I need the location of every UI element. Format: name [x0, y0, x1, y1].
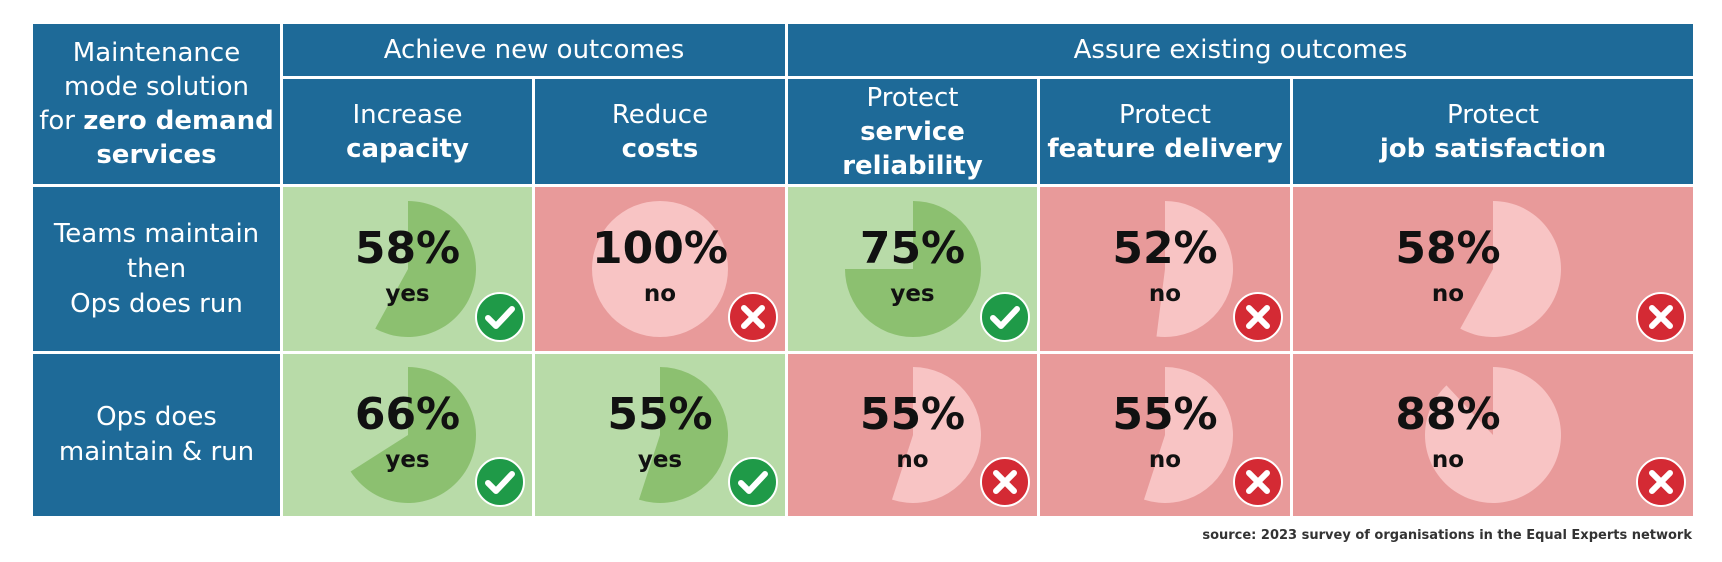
cross-circle-icon	[1233, 457, 1283, 507]
column-header-bold: capacity	[346, 133, 469, 164]
column-header-service-reliability: Protect service reliability	[788, 79, 1037, 184]
answer-label: yes	[890, 281, 935, 307]
check-circle-icon	[728, 457, 778, 507]
result-cell: 58% no	[1293, 187, 1693, 351]
row-header-line: Ops does	[96, 402, 217, 432]
percentage-label: 88%	[1395, 389, 1501, 440]
result-cell: 55% no	[788, 354, 1037, 516]
answer-label: no	[1148, 281, 1182, 307]
column-header-light: Increase	[352, 99, 463, 130]
pie-chart	[350, 367, 476, 503]
corner-line-3-prefix: for	[39, 106, 84, 136]
group-header-label: Assure existing outcomes	[1073, 35, 1408, 65]
check-circle-icon	[475, 292, 525, 342]
column-header-bold: service reliability	[842, 116, 983, 181]
pie-chart	[592, 201, 728, 337]
column-header-light: Protect	[866, 82, 959, 113]
percentage-label: 66%	[354, 389, 461, 440]
percentage-label: 55%	[1112, 389, 1218, 440]
percentage-label: 100%	[592, 223, 728, 274]
percentage-label: 55%	[607, 389, 713, 440]
pie-sector	[592, 201, 728, 337]
corner-line-1: Maintenance	[72, 38, 241, 68]
cross-circle-icon	[1636, 292, 1686, 342]
pie-chart	[891, 367, 981, 503]
cross-circle-icon	[1636, 457, 1686, 507]
percentage-label: 75%	[859, 223, 966, 274]
column-header-light: Protect	[1119, 99, 1211, 130]
pie-chart	[1156, 201, 1234, 337]
answer-label: no	[1431, 281, 1465, 307]
group-header-assure: Assure existing outcomes	[788, 24, 1693, 76]
percentage-label: 52%	[1112, 223, 1218, 274]
result-cell: 88% no	[1293, 354, 1693, 516]
pie-chart	[1460, 201, 1561, 337]
answer-label: no	[896, 447, 929, 473]
answer-label: no	[1148, 447, 1182, 473]
row-header-line: maintain & run	[58, 437, 255, 467]
result-cell: 100% no	[535, 187, 785, 351]
group-header-achieve: Achieve new outcomes	[283, 24, 785, 76]
row-header-line: Ops does run	[70, 288, 243, 319]
pie-chart	[374, 201, 476, 337]
pie-chart	[844, 201, 981, 337]
column-header-job-satisfaction: Protect job satisfaction	[1293, 79, 1693, 184]
corner-line-3: for zero demand	[39, 104, 274, 138]
results-table: Maintenance mode solution for zero deman…	[33, 24, 1693, 516]
column-header-feature-delivery: Protect feature delivery	[1040, 79, 1290, 184]
percentage-label: 58%	[1395, 223, 1501, 274]
percentage-label: 58%	[354, 223, 461, 274]
pie-sector	[350, 367, 476, 503]
column-header-bold: job satisfaction	[1379, 133, 1607, 164]
result-cell: 55% no	[1040, 354, 1290, 516]
row-header-ops-maintain-run: Ops does maintain & run	[33, 354, 280, 516]
pie-chart	[638, 367, 729, 503]
pie-sector	[638, 367, 729, 503]
column-header-bold: feature delivery	[1047, 133, 1283, 164]
pie-sector	[1424, 367, 1561, 503]
answer-label: yes	[385, 281, 430, 307]
answer-label: yes	[385, 447, 430, 473]
check-circle-icon	[475, 457, 525, 507]
column-header-capacity: Increase capacity	[283, 79, 532, 184]
result-cell: 58% yes	[283, 187, 532, 351]
pie-sector	[1143, 367, 1234, 503]
result-cell: 52% no	[1040, 187, 1290, 351]
cross-circle-icon	[728, 292, 778, 342]
result-cell: 66% yes	[283, 354, 532, 516]
corner-line-4: services	[96, 140, 217, 170]
pie-sector	[1156, 201, 1234, 337]
result-cell: 55% yes	[535, 354, 785, 516]
column-header-light: Protect	[1447, 99, 1539, 130]
column-header-bold: costs	[621, 133, 699, 164]
pie-sector	[1460, 201, 1561, 337]
column-header-light: Reduce	[611, 99, 709, 130]
row-header-teams-then-ops: Teams maintain then Ops does run	[33, 187, 280, 351]
pie-sector	[891, 367, 981, 503]
cross-circle-icon	[980, 457, 1030, 507]
pie-chart	[1143, 367, 1234, 503]
answer-label: yes	[637, 447, 683, 473]
answer-label: no	[643, 281, 677, 307]
percentage-label: 55%	[859, 389, 966, 440]
corner-header: Maintenance mode solution for zero deman…	[33, 24, 280, 184]
corner-line-2: mode solution	[64, 72, 249, 102]
source-note: source: 2023 survey of organisations in …	[1202, 528, 1692, 543]
row-header-line: then	[126, 253, 187, 284]
row-header-line: Teams maintain	[53, 218, 260, 249]
group-header-label: Achieve new outcomes	[383, 35, 685, 65]
pie-sector	[844, 201, 981, 337]
pie-chart	[1424, 367, 1561, 503]
column-header-costs: Reduce costs	[535, 79, 785, 184]
answer-label: no	[1431, 447, 1465, 473]
corner-line-3-bold: zero demand	[83, 106, 274, 136]
pie-sector	[374, 201, 476, 337]
check-circle-icon	[980, 292, 1030, 342]
cross-circle-icon	[1233, 292, 1283, 342]
result-cell: 75% yes	[788, 187, 1037, 351]
